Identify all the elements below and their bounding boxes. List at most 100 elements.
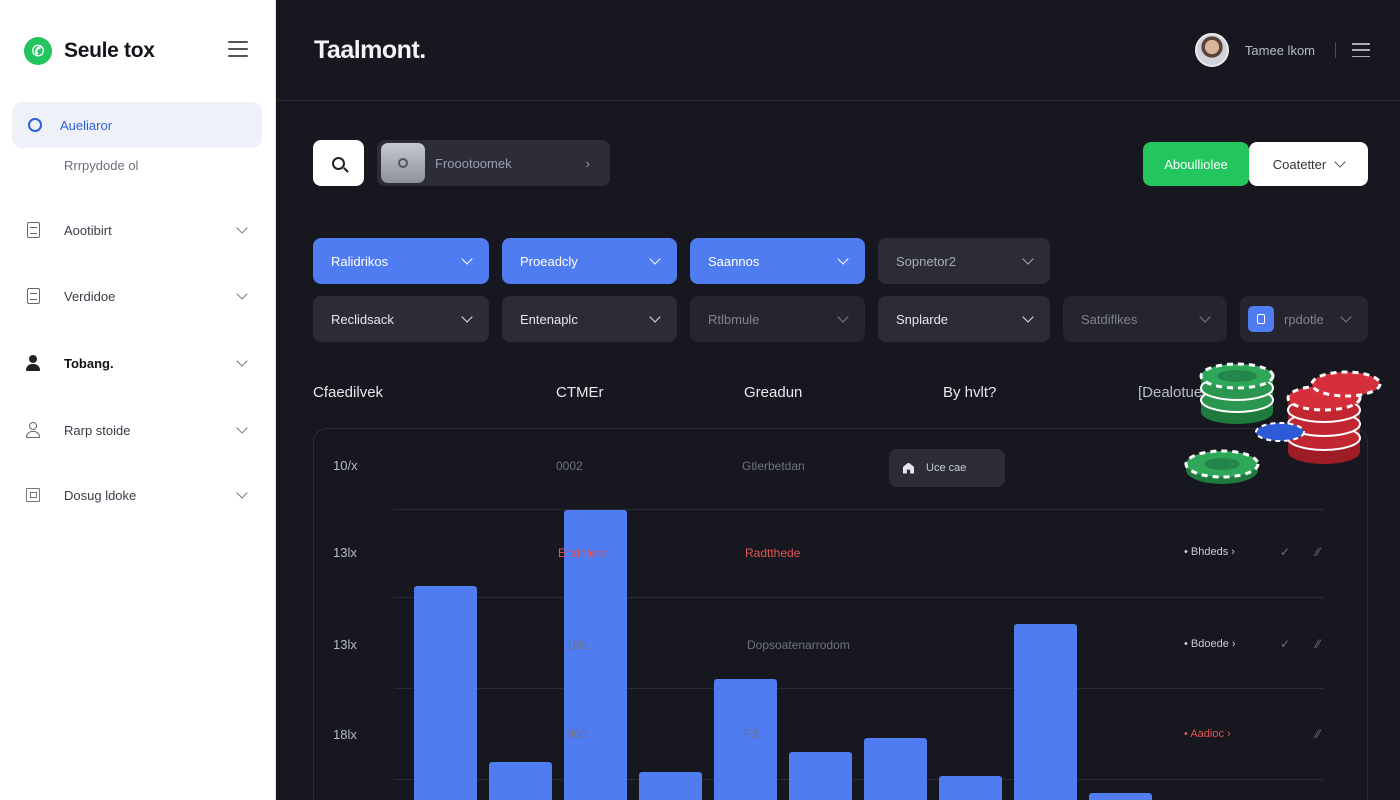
chart-bar[interactable] [939,775,1002,800]
chart-bar[interactable] [714,679,777,800]
primary-button[interactable]: Aboulliolee [1143,142,1249,186]
y-tick-label: 13lx [333,637,357,652]
sidebar: ✆ Seule tox Aueliaror Rrrpydode ol Aooti… [0,0,276,800]
dropdown-r2-6[interactable]: rpdotle [1240,296,1368,342]
header-divider [276,100,1400,101]
table-cell: Radtthede [745,546,801,560]
hamburger-menu-icon[interactable] [228,41,248,57]
dropdown-label: Sopnetor2 [896,253,956,269]
row-action-label: Bdoede [1190,638,1229,650]
row-action-label: Aadioc [1190,728,1224,740]
sidebar-item-3[interactable]: Tobang. [24,348,250,378]
filter-input[interactable]: Froootoomek › [377,140,610,186]
user-name[interactable]: Tamee lkom [1244,42,1315,58]
gear-icon [398,158,408,168]
chart-bar[interactable] [864,737,927,800]
chevron-down-icon [1340,311,1352,323]
dropdown-label: rpdotle [1284,311,1324,327]
row-action-link[interactable]: • Aadioc › [1184,728,1231,740]
chart-bar[interactable] [564,510,627,800]
grid-line [394,688,1324,689]
brand[interactable]: ✆ Seule tox [24,36,155,66]
sidebar-subitem[interactable]: Rrrpydode ol [64,158,139,173]
circle-icon [28,118,42,132]
check-icon[interactable]: ✓ [1280,545,1291,559]
brand-name: Seule tox [64,39,155,62]
dropdown-label: Ralidrikos [331,253,389,269]
chevron-down-icon [1022,311,1034,323]
chart-frame [313,428,1368,800]
main-panel: Taalmont. Tamee lkom Froootoomek › Aboul… [276,0,1400,800]
document-icon [26,222,40,238]
row-action-link[interactable]: • Bdoede › [1184,638,1236,650]
sidebar-item-active[interactable]: Aueliaror [12,102,262,148]
dropdown-label: Reclidsack [331,311,394,327]
secondary-dropdown-button[interactable]: Coatetter [1249,142,1368,186]
sidebar-item-label: Rarp stoide [64,422,131,438]
secondary-label: Coatetter [1272,156,1327,172]
dropdown-r2-3[interactable]: Rtlbmule [690,296,865,342]
user-outline-icon [25,422,41,438]
tooltip: Uce cae [889,449,1005,487]
sidebar-item-1[interactable]: Aootibirt [24,215,250,245]
column-header[interactable]: By hvlt? [943,384,997,401]
row-action-label: Bhdeds [1190,546,1229,558]
settings-chip[interactable] [381,143,425,183]
table-cell: Gtlerbetdan [742,459,805,473]
dropdown-r2-4[interactable]: Snplarde [878,296,1050,342]
chevron-down-icon [236,288,248,300]
grid-line [394,779,1324,780]
sidebar-item-label: Verdidoe [64,288,116,304]
avatar[interactable] [1194,33,1229,67]
chart-bar[interactable] [1014,624,1077,800]
dropdown-r2-1[interactable]: Reclidsack [313,296,489,342]
dropdown-r1-4[interactable]: Sopnetor2 [878,238,1050,284]
chart-bar[interactable] [414,586,477,800]
table-cell: 00d [567,727,588,741]
sidebar-item-5[interactable]: Dosug ldoke [24,480,250,510]
chevron-down-icon [649,253,661,265]
home-icon [903,462,914,474]
column-header[interactable]: Greadun [744,384,803,401]
sidebar-item-label: Dosug ldoke [64,487,137,503]
column-header[interactable]: [Dealotue [1138,384,1203,401]
sidebar-item-4[interactable]: Rarp stoide [24,415,250,445]
check-icon[interactable]: ✓ [1280,637,1291,651]
chip-stack-red [1286,384,1362,464]
edit-icon[interactable]: ⁄⁄ [1316,727,1321,741]
sidebar-item-2[interactable]: Verdidoe [24,281,250,311]
table-cell: Dopsoatenarrodom [747,638,850,652]
table-cell: 16lb [566,638,589,652]
chevron-down-icon [837,253,849,265]
chevron-down-icon [236,422,248,434]
edit-icon[interactable]: ⁄⁄ [1316,637,1321,651]
dropdown-label: Saannos [708,253,760,269]
chart-bar[interactable] [1089,793,1152,800]
chevron-down-icon [236,355,248,367]
dropdown-r2-5[interactable]: Satdiflkes [1063,296,1227,342]
dropdown-r1-1[interactable]: Ralidrikos [313,238,489,284]
y-tick-label: 18lx [333,727,357,742]
chevron-down-icon [837,311,849,323]
edit-icon[interactable]: ⁄⁄ [1316,545,1321,559]
table-cell: F3 [744,727,759,741]
chevron-down-icon [236,222,248,234]
dropdown-label: Satdiflkes [1081,311,1138,327]
chart-bar[interactable] [639,772,702,800]
person-icon [25,355,41,371]
column-header[interactable]: CTMEr [556,384,604,401]
chart-bar[interactable] [489,762,552,800]
dropdown-r1-2[interactable]: Proeadcly [502,238,677,284]
dropdown-r1-3[interactable]: Saannos [690,238,865,284]
chart-bar[interactable] [789,751,852,800]
row-action-link[interactable]: • Bhdeds › [1184,546,1235,558]
box-icon [26,488,40,502]
badge-icon [1248,306,1274,332]
phone-icon: ✆ [24,37,52,65]
search-button[interactable] [313,140,364,186]
table-cell: 0002 [556,459,583,473]
filter-placeholder: Froootoomek [435,155,512,171]
menu-icon[interactable] [1352,43,1370,57]
dropdown-r2-2[interactable]: Entenaplc [502,296,677,342]
column-header[interactable]: Cfaedilvek [313,384,384,401]
